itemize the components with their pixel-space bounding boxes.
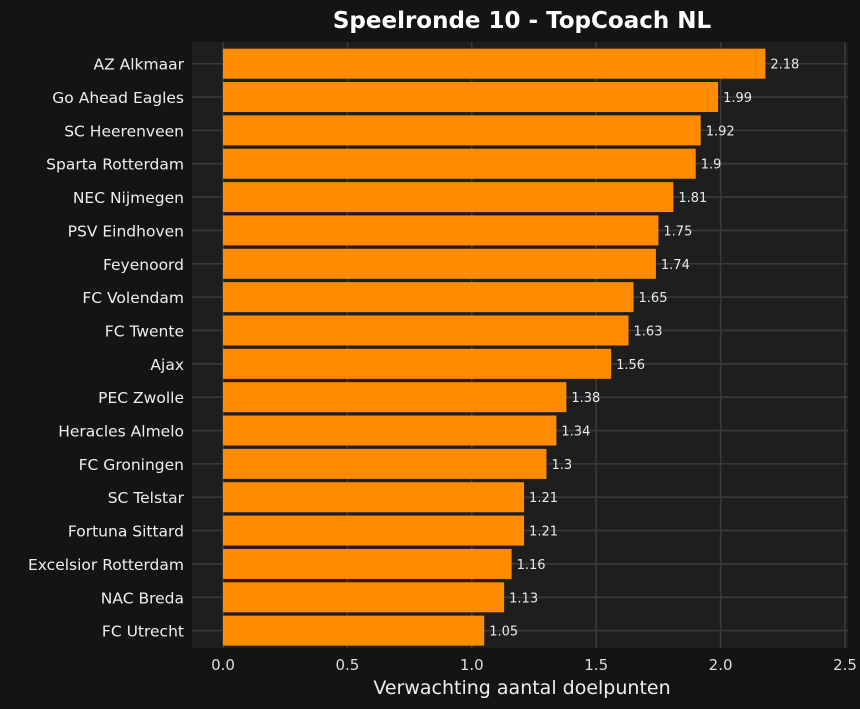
data-label: 1.63 — [634, 324, 663, 339]
category-label: FC Volendam — [82, 289, 184, 307]
data-label: 1.81 — [678, 191, 707, 206]
x-tick-label: 1.0 — [460, 656, 484, 674]
bar — [223, 415, 557, 446]
bar — [223, 215, 659, 246]
bar — [223, 382, 567, 413]
category-label: NAC Breda — [101, 589, 184, 607]
data-label: 1.21 — [529, 525, 558, 540]
x-tick-label: 0.0 — [211, 656, 235, 674]
bar — [223, 348, 612, 379]
category-label: PSV Eindhoven — [68, 222, 184, 240]
category-label: NEC Nijmegen — [73, 189, 184, 207]
bar — [223, 115, 701, 146]
data-label: 1.21 — [529, 491, 558, 506]
bar — [223, 548, 512, 579]
data-label: 1.34 — [561, 425, 590, 440]
x-tick-label: 2.5 — [833, 656, 857, 674]
data-label: 1.38 — [571, 391, 600, 406]
bars-group — [223, 48, 766, 646]
category-label: Heracles Almelo — [58, 423, 184, 441]
data-label: 1.65 — [639, 291, 668, 306]
bar — [223, 515, 525, 546]
data-labels-group: 2.18 1.99 1.92 1.9 1.81 1.75 1.74 1.65 1.63 1.56 1… — [489, 58, 799, 640]
data-label: 1.05 — [489, 625, 518, 640]
category-label: SC Heerenveen — [64, 122, 184, 140]
data-label: 1.9 — [701, 158, 722, 173]
category-labels-group: AZ Alkmaar Go Ahead Eagles SC Heerenveen Sp… — [28, 56, 185, 641]
bar — [223, 82, 719, 113]
bar — [223, 48, 766, 79]
bar — [223, 148, 696, 179]
data-label: 1.13 — [509, 591, 538, 606]
bar — [223, 482, 525, 513]
x-tick-labels-group: 0.0 0.5 1.0 1.5 2.0 2.5 — [211, 656, 857, 674]
data-label: 1.75 — [663, 224, 692, 239]
bar — [223, 315, 629, 346]
category-label: Sparta Rotterdam — [46, 156, 184, 174]
bar — [223, 582, 505, 613]
category-label: Feyenoord — [103, 256, 184, 274]
category-label: AZ Alkmaar — [93, 56, 184, 74]
bar — [223, 448, 547, 479]
x-tick-label: 0.5 — [335, 656, 359, 674]
data-label: 1.92 — [706, 124, 735, 139]
category-label: FC Utrecht — [102, 623, 184, 641]
category-label: PEC Zwolle — [98, 389, 184, 407]
x-axis-label: Verwachting aantal doelpunten — [373, 677, 670, 699]
data-label: 2.18 — [770, 58, 799, 73]
category-label: Ajax — [150, 356, 184, 374]
bar — [223, 248, 656, 279]
data-label: 1.3 — [551, 458, 572, 473]
data-label: 1.16 — [517, 558, 546, 573]
bar — [223, 182, 674, 213]
x-tick-label: 1.5 — [584, 656, 608, 674]
category-label: Go Ahead Eagles — [52, 89, 184, 107]
x-tick-label: 2.0 — [709, 656, 733, 674]
data-label: 1.99 — [723, 91, 752, 106]
category-label: Excelsior Rotterdam — [28, 556, 184, 574]
bar — [223, 615, 485, 646]
category-label: Fortuna Sittard — [68, 523, 184, 541]
category-label: FC Groningen — [79, 456, 184, 474]
category-label: SC Telstar — [108, 489, 185, 507]
category-label: FC Twente — [105, 322, 184, 340]
data-label: 1.56 — [616, 358, 645, 373]
data-label: 1.74 — [661, 258, 690, 273]
chart-title: Speelronde 10 - TopCoach NL — [333, 8, 712, 34]
bar — [223, 282, 634, 313]
